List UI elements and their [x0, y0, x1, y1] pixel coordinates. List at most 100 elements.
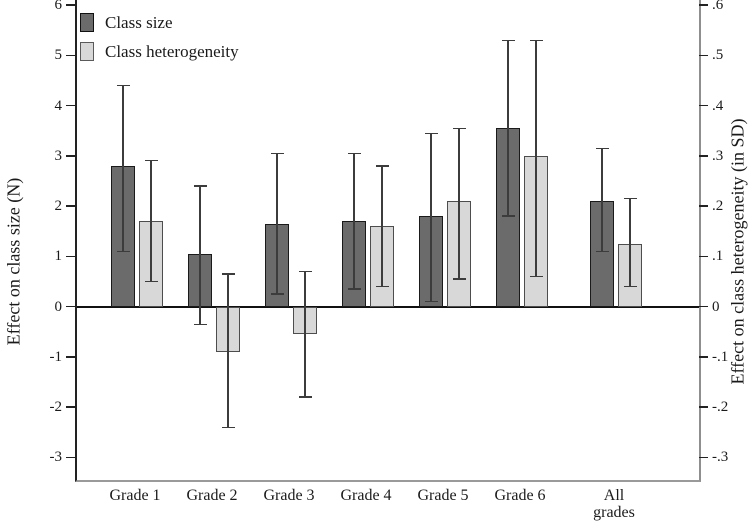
error-bar-cap — [595, 250, 609, 252]
error-bar — [458, 128, 460, 279]
right-axis-tick-label: -.2 — [712, 399, 729, 416]
right-axis-title: Effect on class heterogeneity (in SD) — [727, 118, 748, 385]
error-bar-cap — [424, 132, 438, 134]
left-axis-tick-label: 5 — [54, 47, 63, 64]
error-bar-cap — [144, 160, 158, 162]
class-heterogeneity-swatch-icon — [80, 42, 94, 61]
error-bar-cap — [623, 285, 637, 288]
left-axis-tick-label: 1 — [54, 248, 63, 265]
right-axis-tick — [699, 406, 708, 408]
legend-label: Class size — [105, 13, 173, 32]
error-bar-cap — [375, 285, 389, 288]
right-axis-tick-label: 0 — [712, 298, 720, 315]
left-axis-tick — [66, 155, 75, 157]
left-axis-tick — [66, 54, 75, 57]
right-axis-tick-label: .3 — [712, 147, 724, 164]
error-bar-cap — [375, 165, 389, 167]
left-axis-tick — [66, 305, 75, 308]
error-bar — [353, 153, 355, 289]
left-axis-tick — [66, 406, 75, 408]
x-axis-category-label: Grade 5 — [417, 487, 469, 504]
left-axis-tick — [66, 104, 75, 107]
error-bar-cap — [529, 275, 543, 278]
x-axis-category-label: Grade 4 — [340, 487, 392, 504]
left-axis-tick-label: 3 — [54, 147, 63, 164]
x-axis-category-label: Grade 3 — [263, 487, 315, 504]
right-axis-tick — [699, 305, 708, 308]
error-bar-cap — [501, 39, 515, 41]
error-bar-cap — [347, 288, 361, 290]
right-axis-tick — [699, 205, 708, 207]
error-bar — [381, 165, 383, 287]
left-axis-tick — [66, 4, 75, 6]
error-bar — [122, 85, 124, 252]
right-axis-tick-label: -.1 — [712, 348, 729, 365]
left-axis-tick-label: 6 — [54, 0, 63, 14]
zero-baseline — [77, 305, 699, 308]
right-axis-tick-label: .1 — [712, 248, 724, 265]
error-bar — [535, 40, 537, 277]
left-axis-tick-label: 2 — [54, 198, 63, 215]
legend-item-class-heterogeneity: Class heterogeneity — [80, 37, 239, 66]
error-bar-cap — [221, 426, 235, 428]
error-bar — [304, 271, 306, 398]
left-axis-tick — [66, 205, 75, 207]
error-bar-cap — [623, 197, 637, 200]
error-bar-cap — [116, 250, 130, 252]
right-axis-tick-label: -.3 — [712, 449, 729, 466]
left-axis-tick-label: -1 — [49, 348, 63, 365]
error-bar-cap — [529, 39, 543, 41]
legend-item-class-size: Class size — [80, 8, 239, 37]
left-axis-tick-label: 4 — [54, 97, 63, 114]
left-axis-tick — [66, 456, 75, 459]
left-axis-tick-label: -3 — [49, 449, 63, 466]
right-axis-tick — [699, 255, 708, 258]
right-axis-tick — [699, 4, 708, 6]
plot-area — [75, 0, 701, 482]
right-axis-tick-label: .2 — [712, 198, 724, 215]
right-axis-tick — [699, 456, 708, 459]
error-bar — [430, 133, 432, 302]
left-axis-tick-label: 0 — [54, 298, 63, 315]
right-axis-tick — [699, 155, 708, 157]
error-bar-cap — [193, 185, 207, 187]
error-bar-cap — [347, 152, 361, 154]
error-bar-cap — [452, 127, 466, 129]
left-axis-tick — [66, 356, 75, 358]
error-bar-cap — [221, 273, 235, 275]
right-axis-tick-label: .6 — [712, 0, 724, 14]
x-axis-category-label: Grade 1 — [109, 487, 161, 504]
error-bar-cap — [501, 215, 515, 217]
x-axis-category-label: Grade 2 — [186, 487, 238, 504]
error-bar-cap — [270, 152, 284, 154]
class-size-swatch-icon — [80, 13, 94, 32]
error-bar — [629, 198, 631, 287]
error-bar-cap — [452, 278, 466, 280]
right-axis-tick — [699, 104, 708, 107]
error-bar — [507, 40, 509, 217]
legend-label: Class heterogeneity — [105, 42, 239, 61]
error-bar — [150, 160, 152, 282]
right-axis-tick-label: .4 — [712, 97, 724, 114]
error-bar-cap — [116, 84, 130, 87]
error-bar-cap — [298, 396, 312, 398]
error-bar-cap — [424, 300, 438, 303]
legend: Class size Class heterogeneity — [80, 8, 239, 66]
left-axis-tick-label: -2 — [49, 399, 63, 416]
right-axis-tick — [699, 356, 708, 358]
right-axis-tick — [699, 54, 708, 57]
error-bar — [601, 148, 603, 252]
left-axis-tick — [66, 255, 75, 258]
x-axis-category-label: All grades — [593, 487, 635, 521]
error-bar-cap — [298, 270, 312, 273]
x-axis-category-label: Grade 6 — [494, 487, 546, 504]
error-bar — [276, 153, 278, 295]
right-axis-tick-label: .5 — [712, 47, 724, 64]
error-bar-cap — [595, 147, 609, 149]
error-bar — [227, 273, 229, 428]
error-bar — [199, 185, 201, 325]
error-bar-cap — [144, 280, 158, 283]
error-bar-cap — [193, 323, 207, 325]
error-bar-cap — [270, 293, 284, 295]
